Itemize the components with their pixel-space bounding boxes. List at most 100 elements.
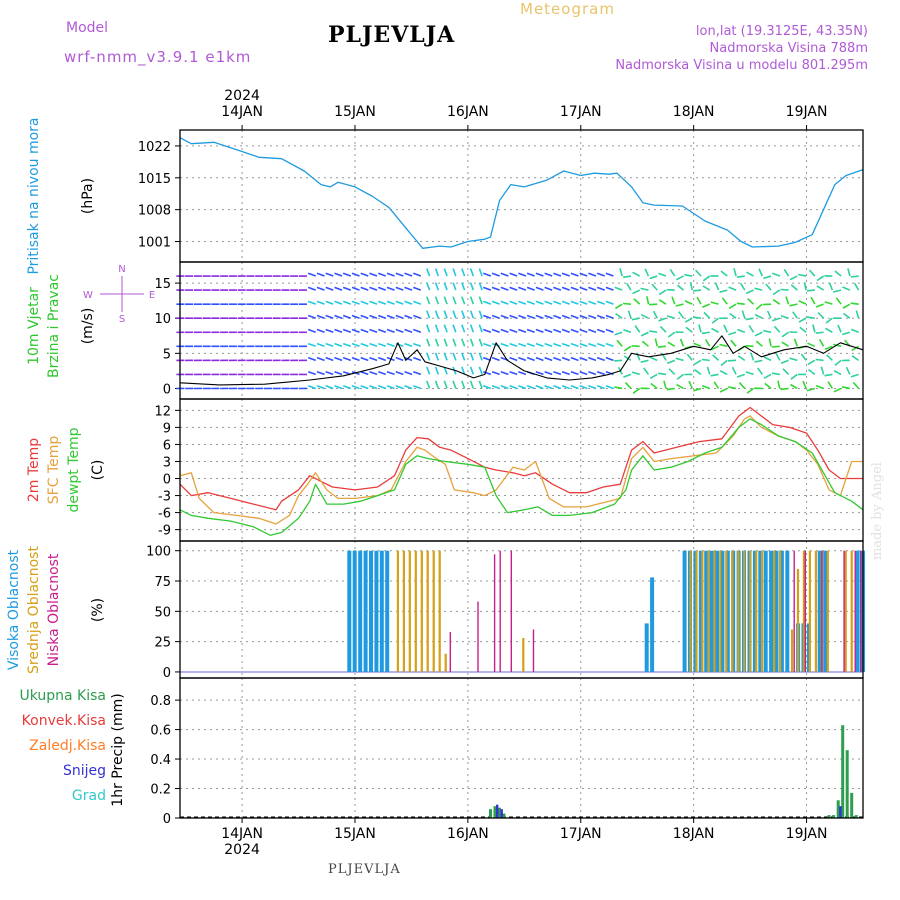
- wind-arrow: [766, 310, 772, 319]
- wind-arrow: [792, 311, 798, 319]
- wind-arrow: [790, 383, 798, 390]
- wind-arrow: [737, 328, 746, 334]
- wind-arrow: [535, 300, 544, 305]
- wind-arrow: [825, 317, 833, 324]
- wind-arrow: [659, 325, 667, 333]
- wind-arrow: [623, 373, 632, 378]
- precip-bar-total: [498, 807, 501, 818]
- wind-arrow: [780, 288, 789, 291]
- wind-arrow: [719, 387, 728, 393]
- wind-arrow: [847, 268, 851, 277]
- cloud-label-mid: Srednja Oblacnost: [26, 546, 42, 674]
- cloud-bar-1: [369, 550, 373, 672]
- wind-arrow: [561, 384, 570, 390]
- wind-arrow: [824, 301, 833, 305]
- wind-arrow: [325, 286, 334, 291]
- wind-arrow: [316, 342, 325, 348]
- wind-arrow: [579, 272, 588, 277]
- wind-arrow: [763, 329, 772, 334]
- wind-arrow: [478, 324, 483, 333]
- compass-north: N: [118, 264, 125, 275]
- wind-arrow: [835, 297, 842, 305]
- wind-arrow: [728, 386, 737, 390]
- cloud-bar-1: [720, 550, 725, 672]
- coords-label: lon,lat (19.3125E, 43.35N): [695, 24, 868, 39]
- wind-arrow: [570, 356, 579, 362]
- wind-arrow: [816, 275, 825, 282]
- cloud-bar-1: [363, 550, 368, 672]
- wind-arrow: [713, 381, 720, 389]
- wind-arrow: [452, 296, 457, 305]
- wind-arrow: [754, 359, 763, 363]
- x-tick-label-bottom: 16JAN: [447, 826, 489, 842]
- wind-arrow: [780, 387, 789, 391]
- wind-arrow: [834, 270, 842, 277]
- wind-arrow: [395, 356, 404, 362]
- wind-arrow: [491, 314, 500, 319]
- wind-arrow: [640, 313, 649, 319]
- cloud-bar-3: [821, 550, 823, 672]
- cloud-bar-2: [414, 550, 417, 672]
- cloud-bar-2: [689, 550, 692, 672]
- wind-arrow: [553, 342, 562, 348]
- wind-arrow: [553, 356, 562, 362]
- wind-arrow: [404, 286, 413, 291]
- wind-arrow: [650, 382, 658, 390]
- wind-arrow: [334, 356, 343, 362]
- wind-arrow: [461, 352, 466, 361]
- wind-arrow: [461, 296, 466, 305]
- wind-arrow: [378, 328, 387, 334]
- wind-arrow: [307, 286, 316, 291]
- wind-arrow: [395, 314, 404, 319]
- wind-arrow: [544, 314, 553, 319]
- wind-arrow: [703, 311, 711, 319]
- wind-arrow: [798, 300, 807, 305]
- wind-arrow: [777, 380, 781, 389]
- wind-arrow: [663, 380, 667, 389]
- wind-arrow: [712, 354, 720, 361]
- cloud-bar-1: [715, 550, 719, 672]
- wind-arrow: [325, 370, 334, 376]
- wind-arrow: [686, 353, 693, 361]
- wind-arrow: [469, 296, 475, 305]
- wind-arrow: [378, 300, 387, 305]
- wind-arrow: [342, 328, 352, 334]
- wind-arrow: [316, 328, 325, 334]
- wind-arrow: [773, 325, 781, 333]
- wind-arrow: [386, 328, 395, 334]
- wind-arrow: [478, 352, 483, 361]
- wind-arrow: [745, 289, 754, 295]
- wind-arrow: [719, 343, 728, 348]
- wind-arrow: [678, 311, 685, 319]
- y-tick-label: 0.2: [150, 783, 171, 798]
- compass-south: S: [119, 314, 125, 325]
- wind-arrow: [526, 328, 535, 334]
- wind-arrow: [596, 300, 605, 305]
- wind-arrow: [342, 286, 352, 291]
- wind-arrow: [808, 269, 816, 277]
- cloud-bar-2: [402, 550, 405, 672]
- wind-arrow: [807, 342, 816, 348]
- wind-arrow: [500, 314, 509, 319]
- wind-arrow: [652, 310, 658, 319]
- precip-bar-total: [493, 806, 497, 818]
- wind-arrow: [579, 370, 588, 376]
- wind-arrow: [426, 366, 431, 375]
- wind-arrow: [789, 275, 798, 281]
- wind-arrow: [469, 282, 475, 291]
- wind-arrow: [736, 373, 746, 378]
- cloud-bar-2: [701, 550, 704, 672]
- wind-arrow: [491, 328, 500, 334]
- wind-arrow: [579, 384, 588, 390]
- wind-arrow: [728, 331, 737, 336]
- wind-arrow: [509, 300, 518, 305]
- wind-arrow: [316, 286, 325, 291]
- wind-arrow: [815, 384, 824, 390]
- wind-arrow: [800, 353, 807, 361]
- temp-label-dewpt: dewpt Temp: [66, 427, 82, 512]
- wind-arrow: [334, 286, 343, 291]
- wind-arrow: [754, 313, 763, 319]
- wind-arrow: [483, 328, 492, 334]
- wind-arrow: [789, 357, 798, 362]
